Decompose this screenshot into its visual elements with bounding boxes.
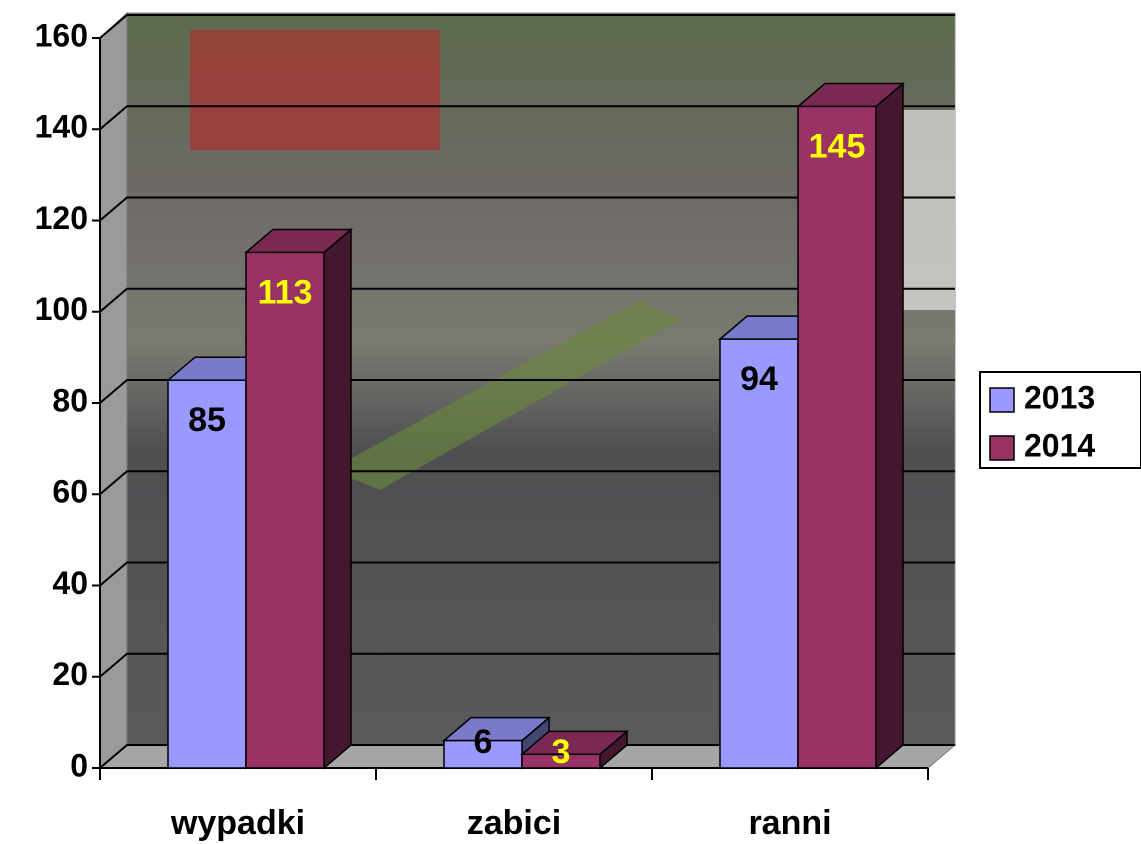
grid-line <box>99 470 955 496</box>
grid-line <box>99 105 955 131</box>
background-photo-detail <box>190 30 440 150</box>
y-tick-label: 60 <box>52 474 88 510</box>
legend-label: 2014 <box>1024 427 1095 463</box>
bar-side <box>323 227 352 770</box>
y-tick-label: 120 <box>35 200 88 236</box>
x-tick-label: wypadki <box>170 804 305 842</box>
y-tick-label: 160 <box>35 17 88 53</box>
x-tick-label: zabici <box>467 804 561 842</box>
y-tick-label: 0 <box>70 747 88 783</box>
value-label: 85 <box>188 401 226 439</box>
bar-side <box>875 81 904 770</box>
bar <box>719 338 799 769</box>
bar <box>797 105 877 769</box>
grid-line <box>99 287 955 313</box>
value-label: 3 <box>552 733 571 771</box>
legend-swatch <box>989 435 1015 461</box>
y-tick-label: 20 <box>52 656 88 692</box>
legend-swatch <box>989 387 1015 413</box>
grid-line <box>99 652 955 678</box>
value-label: 94 <box>740 360 778 398</box>
y-tick-label: 140 <box>35 109 88 145</box>
x-tick-label: ranni <box>748 804 831 842</box>
grid-line <box>99 379 955 404</box>
bar <box>443 739 523 769</box>
y-tick-label: 80 <box>52 382 88 418</box>
grid-line <box>99 561 955 587</box>
value-label: 6 <box>474 723 493 761</box>
bar <box>521 753 601 769</box>
bar <box>167 379 247 769</box>
background-photo-detail <box>330 300 680 490</box>
value-label: 145 <box>809 127 866 165</box>
bar <box>245 251 325 769</box>
legend-label: 2013 <box>1024 379 1095 415</box>
grid-line <box>99 196 955 222</box>
y-tick-label: 100 <box>35 291 88 327</box>
grid-line <box>99 14 955 39</box>
grid-line <box>99 744 955 769</box>
y-tick-label: 40 <box>52 565 88 601</box>
value-label: 113 <box>258 273 313 311</box>
